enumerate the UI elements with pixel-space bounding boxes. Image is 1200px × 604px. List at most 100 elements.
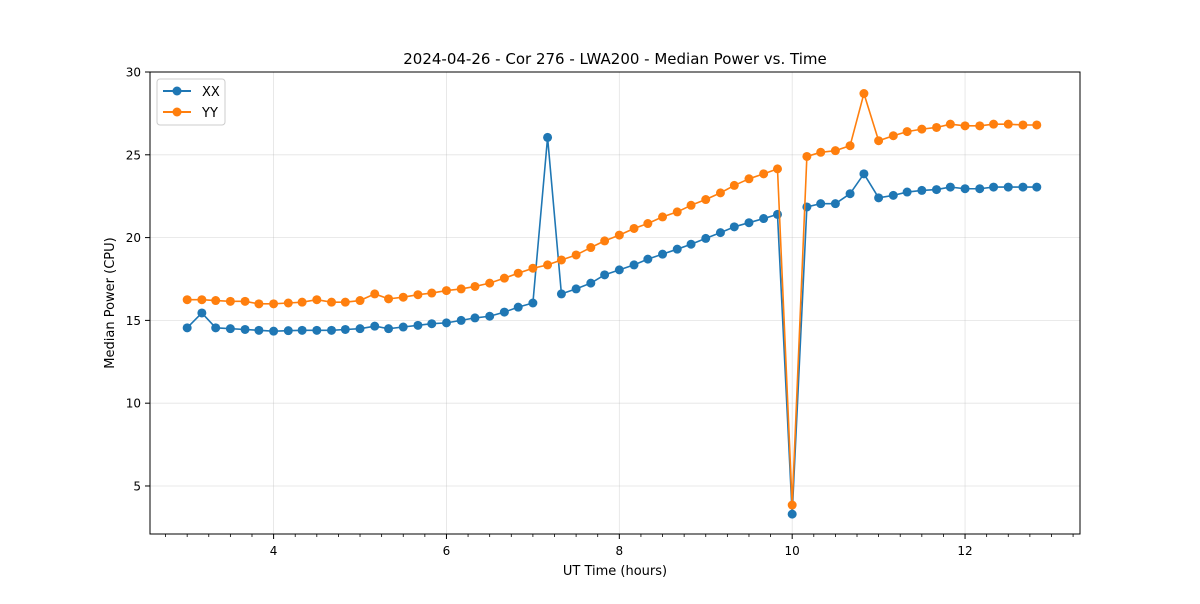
data-point-yy bbox=[571, 250, 581, 260]
data-point-yy bbox=[470, 281, 480, 291]
data-point-xx bbox=[932, 185, 942, 195]
data-point-xx bbox=[902, 187, 912, 197]
series-markers-yy bbox=[182, 89, 1042, 510]
legend-entry-yy: YY bbox=[163, 106, 218, 121]
data-point-xx bbox=[413, 320, 423, 330]
data-point-yy bbox=[945, 119, 955, 129]
data-point-yy bbox=[960, 121, 970, 131]
x-tick-label: 10 bbox=[785, 544, 800, 558]
data-point-xx bbox=[528, 298, 538, 308]
data-point-yy bbox=[787, 500, 797, 510]
data-point-yy bbox=[1018, 120, 1028, 130]
data-point-yy bbox=[759, 169, 769, 179]
data-point-xx bbox=[470, 313, 480, 323]
data-point-yy bbox=[816, 147, 826, 157]
data-point-xx bbox=[427, 319, 437, 329]
data-point-yy bbox=[427, 288, 437, 298]
x-tick-label: 6 bbox=[443, 544, 451, 558]
data-point-xx bbox=[917, 185, 927, 195]
data-point-xx bbox=[586, 278, 596, 288]
data-point-yy bbox=[600, 236, 610, 246]
data-point-xx bbox=[355, 324, 365, 334]
data-point-xx bbox=[888, 190, 898, 200]
data-point-xx bbox=[556, 289, 566, 299]
data-point-xx bbox=[744, 218, 754, 228]
data-point-xx bbox=[398, 322, 408, 332]
data-point-yy bbox=[917, 124, 927, 134]
data-point-xx bbox=[629, 260, 639, 270]
legend-marker-yy bbox=[172, 107, 182, 117]
data-point-yy bbox=[485, 278, 495, 288]
legend-marker-xx bbox=[172, 86, 182, 96]
data-point-yy bbox=[874, 136, 884, 146]
data-point-yy bbox=[384, 294, 394, 304]
data-point-xx bbox=[658, 249, 668, 259]
data-point-xx bbox=[960, 184, 970, 194]
data-point-xx bbox=[729, 222, 739, 232]
y-tick-label: 30 bbox=[126, 66, 141, 80]
data-point-xx bbox=[859, 169, 869, 179]
data-point-xx bbox=[701, 233, 711, 243]
data-point-xx bbox=[370, 321, 380, 331]
data-point-yy bbox=[643, 219, 653, 229]
data-point-xx bbox=[845, 189, 855, 199]
data-point-xx bbox=[197, 308, 207, 318]
data-point-yy bbox=[543, 260, 553, 270]
data-point-xx bbox=[715, 228, 725, 238]
data-point-xx bbox=[945, 182, 955, 192]
data-point-yy bbox=[528, 263, 538, 273]
y-tick-label: 10 bbox=[126, 397, 141, 411]
y-axis-label: Median Power (CPU) bbox=[103, 237, 118, 368]
data-point-yy bbox=[658, 212, 668, 222]
data-point-yy bbox=[830, 146, 840, 156]
y-axis-ticks: 5 10 15 20 25 30 bbox=[126, 66, 150, 493]
data-point-xx bbox=[384, 324, 394, 334]
legend-entry-xx: XX bbox=[163, 85, 220, 100]
data-point-yy bbox=[225, 296, 235, 306]
data-point-yy bbox=[902, 127, 912, 137]
data-point-yy bbox=[327, 297, 337, 307]
data-point-yy bbox=[629, 223, 639, 233]
data-point-xx bbox=[600, 270, 610, 280]
data-point-yy bbox=[729, 180, 739, 190]
data-point-yy bbox=[340, 297, 350, 307]
data-point-yy bbox=[297, 297, 307, 307]
data-point-xx bbox=[989, 182, 999, 192]
data-point-xx bbox=[297, 325, 307, 335]
data-point-xx bbox=[830, 199, 840, 209]
data-point-yy bbox=[802, 151, 812, 161]
data-point-yy bbox=[499, 273, 509, 283]
data-point-yy bbox=[254, 299, 264, 309]
data-point-yy bbox=[513, 268, 523, 278]
y-tick-label: 15 bbox=[126, 314, 141, 328]
data-point-yy bbox=[1003, 119, 1013, 129]
data-point-yy bbox=[370, 289, 380, 299]
data-point-xx bbox=[816, 199, 826, 209]
data-point-yy bbox=[182, 295, 192, 305]
data-point-xx bbox=[254, 325, 264, 335]
plot-frame bbox=[149, 71, 1081, 535]
data-point-yy bbox=[197, 295, 207, 305]
data-point-yy bbox=[283, 298, 293, 308]
data-point-yy bbox=[845, 141, 855, 151]
data-point-yy bbox=[441, 286, 451, 296]
data-point-yy bbox=[932, 122, 942, 132]
data-point-xx bbox=[1032, 182, 1042, 192]
data-point-yy bbox=[672, 207, 682, 217]
data-point-xx bbox=[499, 307, 509, 317]
data-point-yy bbox=[715, 188, 725, 198]
legend: XX YY bbox=[156, 78, 226, 126]
data-point-xx bbox=[787, 509, 797, 519]
y-tick-label: 5 bbox=[133, 479, 141, 493]
data-point-xx bbox=[1018, 182, 1028, 192]
data-point-yy bbox=[355, 296, 365, 306]
data-point-xx bbox=[340, 324, 350, 334]
data-point-xx bbox=[485, 311, 495, 321]
legend-label-xx: XX bbox=[202, 85, 220, 100]
data-point-yy bbox=[686, 200, 696, 210]
data-point-yy bbox=[240, 296, 250, 306]
data-point-xx bbox=[614, 265, 624, 275]
data-point-xx bbox=[772, 209, 782, 219]
data-point-yy bbox=[989, 119, 999, 129]
